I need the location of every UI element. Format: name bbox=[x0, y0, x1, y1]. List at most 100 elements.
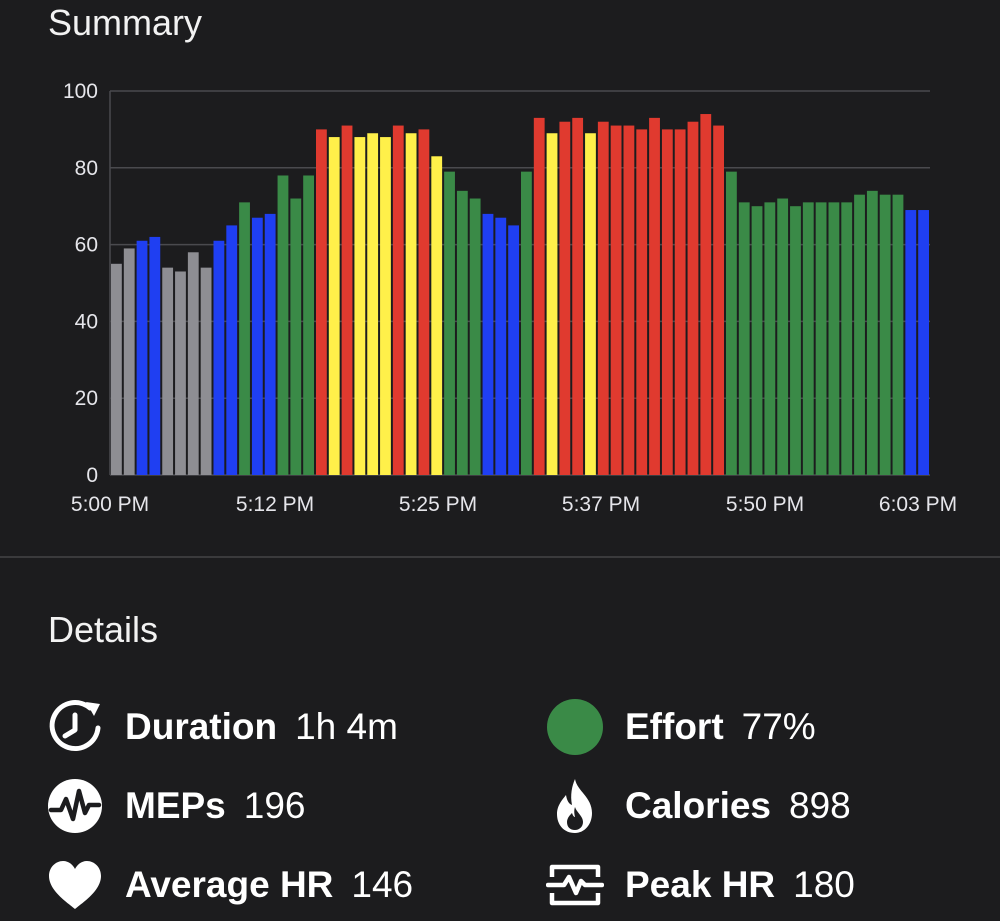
hr-bar bbox=[815, 202, 827, 476]
hr-bar bbox=[456, 190, 468, 475]
hr-bar bbox=[264, 213, 276, 475]
section-divider bbox=[0, 556, 1000, 558]
effort-dot-shape bbox=[547, 699, 603, 755]
hr-bar bbox=[469, 198, 481, 475]
hr-bar bbox=[892, 194, 904, 475]
hr-bar bbox=[802, 202, 814, 476]
heart-icon bbox=[45, 855, 105, 915]
hr-bar bbox=[200, 267, 212, 475]
hr-bar bbox=[418, 129, 430, 475]
x-tick-label: 5:12 PM bbox=[236, 493, 314, 516]
x-tick-label: 5:00 PM bbox=[71, 493, 149, 516]
hr-bar bbox=[533, 117, 545, 475]
y-tick-label: 40 bbox=[75, 310, 98, 333]
hr-bar bbox=[213, 240, 225, 475]
hr-bar bbox=[674, 129, 686, 475]
hr-bar bbox=[559, 121, 571, 475]
hr-bar bbox=[290, 198, 302, 475]
x-tick-label: 5:50 PM bbox=[726, 493, 804, 516]
hr-bar bbox=[149, 236, 161, 475]
hr-bar bbox=[649, 117, 660, 475]
hr-bar bbox=[726, 171, 737, 475]
hr-bar bbox=[751, 206, 763, 475]
hr-bar bbox=[866, 190, 878, 475]
hr-bar bbox=[328, 137, 340, 475]
effort-label: Effort bbox=[625, 706, 724, 747]
hr-bar bbox=[661, 129, 673, 475]
hr-bar bbox=[738, 202, 750, 476]
hr-bar bbox=[136, 240, 148, 475]
hr-bar bbox=[354, 137, 366, 475]
duration-label: Duration bbox=[125, 706, 278, 747]
hr-bar bbox=[790, 206, 801, 475]
hr-bar bbox=[623, 125, 635, 475]
hr-bar bbox=[828, 202, 840, 476]
hr-bar bbox=[367, 133, 379, 476]
hr-bar bbox=[316, 129, 327, 475]
hr-bar bbox=[597, 121, 609, 475]
hr-bar bbox=[380, 137, 391, 475]
hr-bar bbox=[764, 202, 776, 476]
calories-metric: Calories 898 bbox=[545, 776, 851, 836]
meps-icon bbox=[45, 776, 105, 836]
hr-bar bbox=[687, 121, 699, 475]
effort-metric: Effort 77% bbox=[545, 697, 816, 757]
peak-hr-label: Peak HR bbox=[625, 864, 776, 905]
hr-bar bbox=[585, 133, 596, 476]
hr-bar bbox=[546, 133, 558, 476]
hr-bar bbox=[905, 210, 917, 476]
hr-bar bbox=[879, 194, 891, 475]
hr-bar bbox=[508, 225, 519, 475]
calories-label: Calories bbox=[625, 785, 772, 826]
average-hr-value: 146 bbox=[351, 864, 414, 905]
y-tick-label: 20 bbox=[75, 387, 98, 410]
y-tick-label: 60 bbox=[75, 234, 98, 257]
hr-bar bbox=[713, 125, 724, 475]
hr-bar bbox=[239, 202, 250, 476]
x-tick-label: 6:03 PM bbox=[879, 493, 957, 516]
hr-bar bbox=[918, 210, 929, 476]
hr-bar bbox=[175, 271, 186, 475]
hr-bar bbox=[482, 213, 494, 475]
x-tick-label: 5:37 PM bbox=[562, 493, 640, 516]
duration-icon bbox=[45, 697, 105, 757]
average-hr-metric: Average HR 146 bbox=[45, 855, 413, 915]
hr-bar bbox=[495, 217, 507, 475]
meps-label: MEPs bbox=[125, 785, 226, 826]
hr-bar bbox=[700, 114, 712, 475]
duration-value: 1h 4m bbox=[295, 706, 398, 747]
hr-bar bbox=[854, 194, 865, 475]
hr-bar bbox=[572, 117, 584, 475]
hr-bar bbox=[777, 198, 789, 475]
hr-bar bbox=[187, 252, 199, 475]
peak-hr-value: 180 bbox=[793, 864, 855, 905]
peak-hr-icon bbox=[545, 855, 605, 915]
hr-bar bbox=[226, 225, 238, 475]
hr-bar bbox=[636, 129, 648, 475]
duration-metric: Duration 1h 4m bbox=[45, 697, 398, 757]
hr-bar bbox=[841, 202, 853, 476]
hr-bar bbox=[610, 125, 622, 475]
meps-value: 196 bbox=[243, 785, 306, 826]
hr-zone-chart: 0 20 40 60 80 100 5:00 PM 5:12 PM 5:25 PM 5:37 PM… bbox=[63, 80, 957, 516]
effort-value: 77% bbox=[741, 706, 816, 747]
effort-dot bbox=[545, 697, 605, 757]
meps-metric: MEPs 196 bbox=[45, 776, 306, 836]
hr-bar bbox=[405, 133, 417, 476]
details-title: Details bbox=[48, 609, 159, 650]
hr-bar bbox=[277, 175, 289, 475]
flame-icon bbox=[545, 776, 605, 836]
summary-title: Summary bbox=[48, 2, 203, 43]
x-tick-label: 5:25 PM bbox=[399, 493, 477, 516]
hr-bar bbox=[111, 263, 122, 475]
calories-value: 898 bbox=[789, 785, 851, 826]
y-tick-label: 0 bbox=[86, 464, 98, 487]
y-tick-label: 80 bbox=[75, 157, 98, 180]
hr-bar bbox=[303, 175, 314, 475]
average-hr-label: Average HR bbox=[125, 864, 334, 905]
hr-bar bbox=[123, 248, 135, 475]
hr-bar bbox=[341, 125, 353, 475]
hr-bar bbox=[521, 171, 532, 475]
y-tick-label: 100 bbox=[63, 80, 98, 103]
hr-bar bbox=[444, 171, 455, 475]
